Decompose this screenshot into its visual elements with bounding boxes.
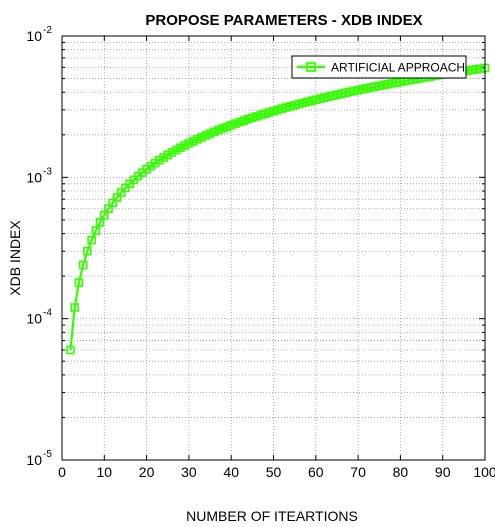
legend: ARTIFICIAL APPROACH [291, 55, 467, 79]
data-point [87, 235, 96, 245]
data-point [70, 303, 79, 312]
y-tick-label: 10 [26, 311, 42, 327]
x-tick-label: 20 [139, 464, 155, 480]
x-tick-label: 50 [266, 464, 282, 480]
x-tick-label: 90 [435, 464, 451, 480]
x-tick-label: 100 [473, 464, 495, 480]
legend-box [291, 55, 467, 79]
legend-label: ARTIFICIAL APPROACH [331, 61, 465, 75]
x-tick-label: 70 [350, 464, 366, 480]
data-point [78, 260, 88, 270]
y-tick-label: 10 [26, 452, 42, 468]
x-axis-label: NUMBER OF ITEARTIONS [186, 508, 358, 524]
chart-title: PROPOSE PARAMETERS - XDB INDEX [145, 12, 422, 29]
y-axis-label: XDB INDEX [7, 220, 23, 296]
y-tick-exponent: -5 [43, 449, 52, 460]
x-tick-label: 80 [393, 464, 409, 480]
x-tick-label: 10 [97, 464, 113, 480]
x-tick-label: 40 [223, 464, 239, 480]
x-tick-labels: 0 10 20 30 40 50 60 70 80 90 100 [58, 464, 495, 480]
data-point [74, 278, 84, 287]
data-point [66, 345, 75, 355]
x-tick-label: 30 [181, 464, 197, 480]
axis-ticks [61, 35, 486, 461]
y-tick-label: 10 [26, 169, 42, 185]
y-tick-exponent: -4 [43, 308, 52, 319]
y-tick-exponent: -3 [43, 166, 52, 177]
data-point [91, 226, 101, 235]
x-tick-label: 0 [58, 464, 66, 480]
y-tick-labels: 10-510-410-310-2 [26, 25, 52, 468]
legend-marker [306, 62, 316, 72]
data-point [83, 246, 92, 256]
x-tick-label: 60 [308, 464, 324, 480]
y-tick-label: 10 [26, 28, 42, 44]
y-tick-exponent: -2 [43, 25, 52, 36]
